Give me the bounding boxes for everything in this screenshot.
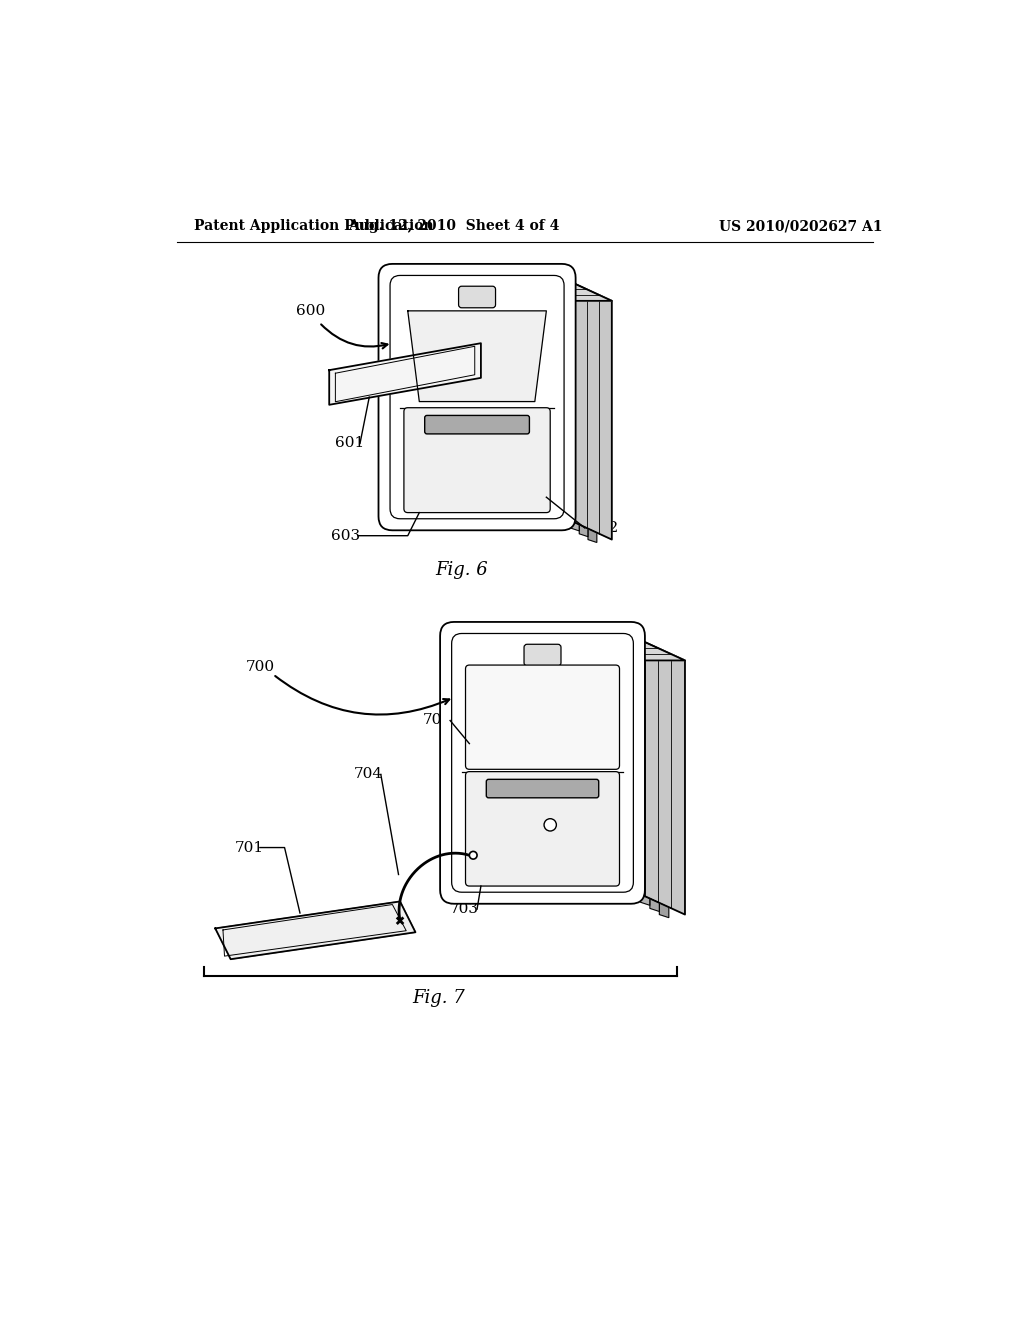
Text: 704: 704 xyxy=(354,767,383,781)
Text: 702: 702 xyxy=(423,714,453,727)
Text: Fig. 7: Fig. 7 xyxy=(413,989,465,1007)
FancyBboxPatch shape xyxy=(466,665,620,770)
Text: 600: 600 xyxy=(296,304,326,318)
Polygon shape xyxy=(562,277,611,540)
FancyBboxPatch shape xyxy=(486,779,599,797)
Polygon shape xyxy=(631,642,640,899)
Polygon shape xyxy=(570,289,580,531)
Text: 701: 701 xyxy=(234,841,263,854)
Circle shape xyxy=(544,818,556,832)
Text: 703: 703 xyxy=(451,902,479,916)
Polygon shape xyxy=(631,636,685,915)
Polygon shape xyxy=(650,655,659,911)
Text: 603: 603 xyxy=(331,529,359,543)
Polygon shape xyxy=(454,636,685,660)
Text: 602: 602 xyxy=(589,521,617,535)
Text: 700: 700 xyxy=(246,660,275,673)
Polygon shape xyxy=(562,284,570,525)
FancyBboxPatch shape xyxy=(524,644,561,665)
Text: Aug. 12, 2010  Sheet 4 of 4: Aug. 12, 2010 Sheet 4 of 4 xyxy=(348,219,560,234)
Polygon shape xyxy=(408,312,547,401)
Polygon shape xyxy=(330,343,481,405)
FancyBboxPatch shape xyxy=(459,286,496,308)
Text: Fig. 6: Fig. 6 xyxy=(435,561,488,579)
Polygon shape xyxy=(215,902,416,960)
Polygon shape xyxy=(588,301,597,543)
Circle shape xyxy=(469,851,477,859)
Polygon shape xyxy=(392,277,611,301)
Polygon shape xyxy=(640,648,650,906)
FancyBboxPatch shape xyxy=(379,264,575,531)
FancyBboxPatch shape xyxy=(425,416,529,434)
FancyBboxPatch shape xyxy=(440,622,645,904)
Polygon shape xyxy=(580,296,588,537)
FancyBboxPatch shape xyxy=(466,772,620,886)
FancyBboxPatch shape xyxy=(403,408,550,512)
Polygon shape xyxy=(215,902,416,960)
Text: US 2010/0202627 A1: US 2010/0202627 A1 xyxy=(719,219,883,234)
Text: 601: 601 xyxy=(335,437,364,450)
Polygon shape xyxy=(659,660,669,917)
Text: Patent Application Publication: Patent Application Publication xyxy=(194,219,433,234)
